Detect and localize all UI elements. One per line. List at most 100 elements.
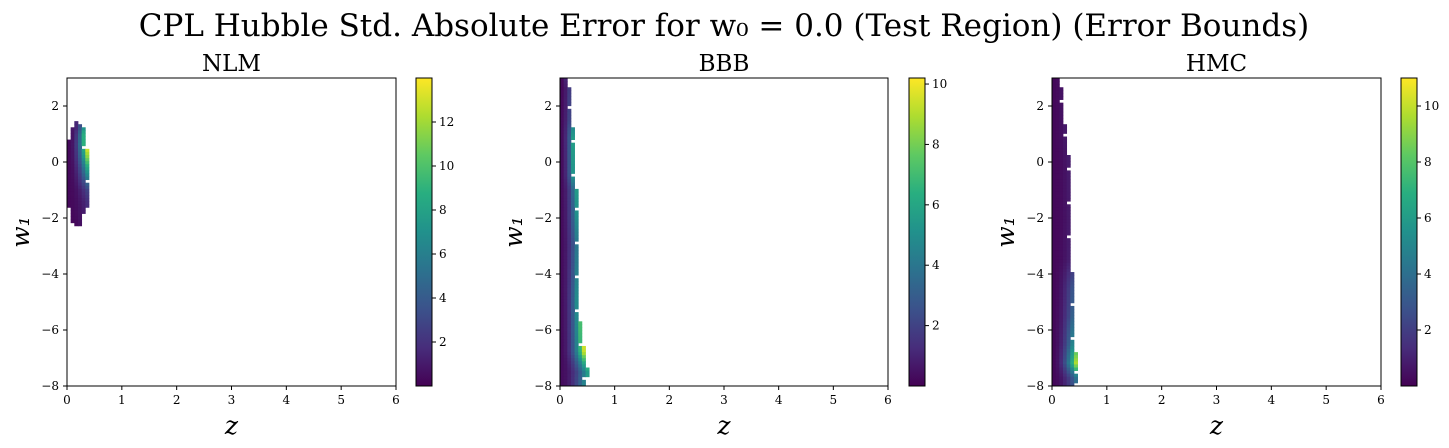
heatmap-cell xyxy=(74,176,79,181)
heatmap-cell xyxy=(1066,309,1071,313)
heatmap-cell xyxy=(1059,318,1064,322)
heatmap-cell xyxy=(1055,293,1060,298)
heatmap-cell xyxy=(563,290,568,294)
heatmap-cell xyxy=(81,176,86,181)
heatmap-cell xyxy=(1059,142,1064,147)
heatmap-cell xyxy=(1059,336,1064,341)
heatmap-cell xyxy=(570,265,575,270)
heatmap-cell xyxy=(563,114,568,119)
heatmap-cell xyxy=(574,247,579,251)
heatmap-cell xyxy=(1055,281,1060,285)
heatmap-cell xyxy=(1070,339,1075,344)
heatmap-cell xyxy=(1052,78,1057,82)
heatmap-cell xyxy=(574,352,579,356)
heatmap-cell xyxy=(567,158,572,162)
heatmap-cell xyxy=(1052,87,1057,91)
heatmap-cell xyxy=(1066,330,1071,335)
heatmap-cell xyxy=(567,93,572,97)
y-axis-label: w₁ xyxy=(499,216,528,247)
heatmap-cell xyxy=(560,309,565,313)
heatmap-cell xyxy=(81,127,86,131)
heatmap-cell xyxy=(81,142,86,147)
heatmap-cell xyxy=(1062,191,1068,196)
heatmap-cell xyxy=(67,173,72,177)
heatmap-cell xyxy=(85,151,90,156)
heatmap-cell xyxy=(563,232,568,236)
heatmap-cell xyxy=(567,376,572,381)
heatmap-cell xyxy=(74,222,79,227)
heatmap-cell xyxy=(1052,198,1057,202)
heatmap-cell xyxy=(1055,290,1060,294)
heatmap-cell xyxy=(1052,349,1057,353)
heatmap-cell xyxy=(1066,315,1071,319)
heatmap-cell xyxy=(574,382,579,387)
heatmap-cell xyxy=(1059,339,1064,344)
heatmap-cell xyxy=(1055,321,1060,325)
heatmap-cell xyxy=(81,191,86,196)
heatmap-cell xyxy=(563,364,568,368)
heatmap-cell xyxy=(563,204,568,208)
heatmap-cell xyxy=(567,265,572,270)
heatmap-cell xyxy=(563,278,568,282)
heatmap-cell xyxy=(578,349,583,353)
heatmap-cell xyxy=(1073,355,1078,359)
heatmap-cell xyxy=(567,290,572,294)
heatmap-cell xyxy=(560,373,565,378)
heatmap-cell xyxy=(81,170,86,174)
heatmap-cell xyxy=(1052,299,1057,304)
heatmap-cell xyxy=(574,225,579,230)
heatmap-cell xyxy=(570,305,575,310)
heatmap-cell xyxy=(1059,213,1064,217)
heatmap-cell xyxy=(1059,96,1064,100)
heatmap-cell xyxy=(560,124,565,128)
heatmap-cell xyxy=(1059,93,1064,97)
heatmap-cell xyxy=(1055,275,1060,279)
heatmap-cell xyxy=(1070,296,1075,301)
heatmap-cell xyxy=(85,148,90,153)
heatmap-cell xyxy=(560,158,565,162)
colorbar-tick-label: 8 xyxy=(1424,155,1432,169)
heatmap-cell xyxy=(1055,324,1060,328)
heatmap-cell xyxy=(1055,118,1060,122)
heatmap-cell xyxy=(570,284,575,288)
heatmap-cell xyxy=(1062,210,1068,214)
heatmap-cell xyxy=(563,198,568,202)
heatmap-cell xyxy=(1059,358,1064,362)
heatmap-cell xyxy=(1059,275,1064,279)
heatmap-cell xyxy=(574,201,579,205)
heatmap-cell xyxy=(574,256,579,261)
heatmap-cell xyxy=(560,376,565,381)
heatmap-cell xyxy=(1062,155,1068,159)
heatmap-cell xyxy=(1059,161,1064,165)
heatmap-cell xyxy=(581,349,586,353)
heatmap-cell xyxy=(1052,293,1057,298)
heatmap-cell xyxy=(81,210,86,214)
heatmap-cell xyxy=(1062,339,1068,344)
heatmap-cell xyxy=(1055,318,1060,322)
heatmap-cell xyxy=(77,204,83,208)
heatmap-cell xyxy=(85,182,90,187)
panel-bbb: 0 1 2 3 4 5 6 2 0 −2 −4 −6 −8 BBB z w₁ 2 4 6 8 10 xyxy=(499,51,947,440)
heatmap-cell xyxy=(1055,167,1060,171)
heatmap-cell xyxy=(570,185,575,190)
heatmap-cell xyxy=(77,164,83,168)
heatmap-cell xyxy=(1066,250,1071,254)
heatmap-cell xyxy=(1059,293,1064,298)
heatmap-cell xyxy=(578,324,583,328)
figure-suptitle: CPL Hubble Std. Absolute Error for w₀ = … xyxy=(139,8,1310,44)
heatmap-cell xyxy=(70,164,75,168)
heatmap-cell xyxy=(578,321,583,325)
heatmap-cell xyxy=(1055,345,1060,350)
heatmap-cell xyxy=(574,191,579,196)
heatmap-cell xyxy=(1070,373,1075,378)
heatmap-cell xyxy=(570,318,575,322)
heatmap-cell xyxy=(1055,139,1060,144)
heatmap-cell xyxy=(1055,244,1060,248)
heatmap-cell xyxy=(77,188,83,193)
heatmap-cell xyxy=(563,118,568,122)
heatmap-cell xyxy=(567,253,572,258)
colorbar-tick-label: 2 xyxy=(1424,323,1432,337)
heatmap-cell xyxy=(1055,259,1060,264)
heatmap-cell xyxy=(1052,216,1057,221)
